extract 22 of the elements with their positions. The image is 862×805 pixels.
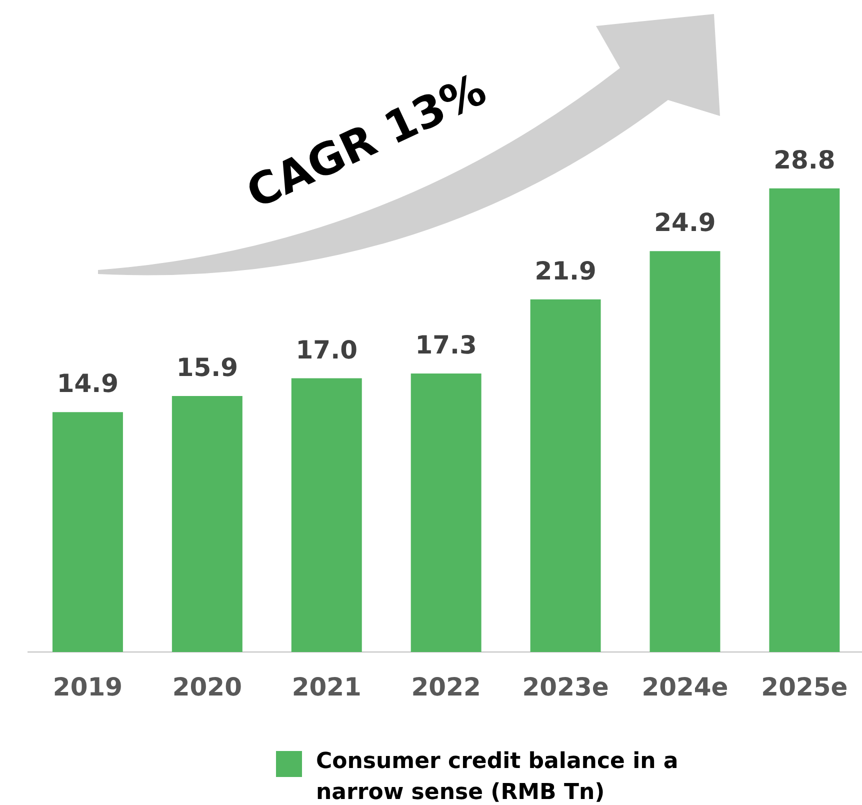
- x-tick-label: 2019: [52, 672, 123, 702]
- data-label: 28.8: [774, 145, 836, 174]
- bar: [769, 188, 840, 652]
- x-tick-label: 2020: [172, 672, 242, 702]
- data-label: 17.0: [296, 335, 358, 364]
- data-label: 21.9: [534, 256, 596, 286]
- bar: [172, 396, 242, 652]
- bar: [410, 373, 482, 652]
- x-tick-label: 2021: [292, 672, 362, 702]
- bar: [530, 299, 601, 652]
- data-label: 15.9: [176, 353, 238, 382]
- legend-label: Consumer credit balance in a narrow sense (RMB Tn): [316, 748, 680, 805]
- x-tick-label: 2023e: [522, 672, 609, 702]
- bar: [52, 412, 123, 652]
- x-tick-label: 2024e: [642, 672, 728, 702]
- bar: [291, 378, 362, 652]
- data-label: 14.9: [56, 369, 119, 398]
- bar: [650, 251, 720, 652]
- data-label: 17.3: [415, 330, 477, 360]
- data-label: 24.9: [654, 208, 716, 238]
- x-tick-label: 2022: [411, 672, 481, 702]
- x-tick-label: 2025e: [761, 672, 848, 702]
